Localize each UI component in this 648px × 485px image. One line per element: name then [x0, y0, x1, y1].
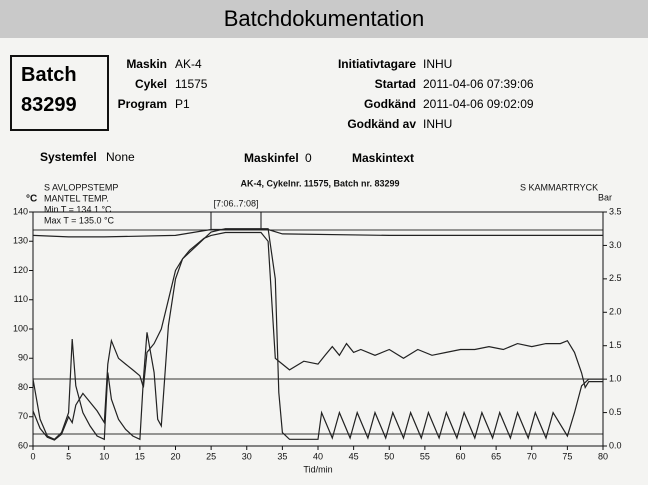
x-tick-label: 55: [420, 451, 430, 461]
field-label: Cykel: [134, 77, 167, 91]
batch-box: [10, 55, 109, 131]
status-value: None: [106, 150, 135, 164]
title-bar: [0, 0, 648, 38]
x-tick-label: 45: [349, 451, 359, 461]
y-tick-label: 120: [13, 265, 28, 275]
x-label: Tid/min: [303, 464, 332, 474]
field-label: Maskin: [126, 57, 167, 71]
status-label: Maskintext: [352, 151, 415, 165]
y2-tick-label: 3.0: [609, 240, 622, 250]
status-label: Maskinfel: [244, 151, 299, 165]
x-tick-label: 15: [135, 451, 145, 461]
batch-label: Batch: [21, 64, 77, 86]
y-tick-label: 80: [18, 382, 28, 392]
y-tick-label: 60: [18, 440, 28, 450]
field-value: AK-4: [175, 57, 202, 71]
chart-title: AK-4, Cykelnr. 11575, Batch nr. 83299: [240, 178, 399, 188]
legend-text: Max T = 135.0 °C: [44, 215, 115, 225]
plot-frame: [32, 211, 604, 447]
y-tick-label: 90: [18, 353, 28, 363]
field-value: INHU: [423, 57, 453, 71]
y2-tick-label: 2.5: [609, 273, 622, 283]
y-unit: °C: [26, 194, 37, 205]
page-title: Batchdokumentation: [223, 6, 425, 31]
y-tick-label: 110: [14, 294, 28, 304]
y2-unit: Bar: [598, 192, 612, 202]
x-tick-label: 70: [527, 451, 537, 461]
y2-tick-label: 0.0: [609, 440, 622, 450]
legend-text: Min T = 134.1 °C: [44, 204, 112, 214]
x-tick-label: 35: [277, 451, 287, 461]
annotation: [7:06..7:08]: [213, 198, 258, 208]
x-tick-label: 60: [455, 451, 465, 461]
legend-text: MANTEL TEMP.: [44, 193, 109, 203]
y-tick-label: 70: [18, 411, 28, 421]
field-value: P1: [175, 97, 190, 111]
batch-number: 83299: [21, 94, 77, 116]
field-label: Godkänd: [363, 97, 416, 111]
status-label: Systemfel: [40, 150, 97, 164]
legend-text: S AVLOPPSTEMP: [44, 182, 118, 192]
y2-tick-label: 3.5: [609, 206, 622, 216]
x-tick-label: 0: [30, 451, 35, 461]
y-tick-label: 100: [13, 323, 28, 333]
x-tick-label: 50: [384, 451, 394, 461]
x-tick-label: 30: [242, 451, 252, 461]
series-line: [32, 228, 603, 238]
x-tick-label: 80: [598, 451, 608, 461]
x-tick-label: 75: [562, 451, 572, 461]
field-value: 2011-04-06 09:02:09: [423, 97, 534, 111]
field-value: INHU: [423, 117, 453, 131]
series-line: [32, 228, 603, 441]
y2-tick-label: 1.5: [609, 340, 622, 350]
field-label: Initiativtagare: [337, 57, 416, 71]
x-tick-label: 40: [313, 451, 323, 461]
y2-tick-label: 1.0: [609, 374, 622, 384]
y-tick-label: 130: [13, 236, 28, 246]
window-box: [210, 211, 262, 231]
field-label: Godkänd av: [347, 117, 416, 131]
field-label: Startad: [374, 77, 416, 91]
y2-tick-label: 2.0: [609, 307, 622, 317]
series-line: [32, 231, 603, 441]
x-tick-label: 65: [491, 451, 501, 461]
status-value: 0: [305, 151, 312, 165]
x-tick-label: 25: [206, 451, 216, 461]
x-tick-label: 20: [170, 451, 180, 461]
y-tick-label: 140: [13, 206, 28, 216]
legend-right: S KAMMARTRYCK: [520, 182, 598, 192]
field-label: Program: [117, 97, 167, 111]
y2-tick-label: 0.5: [609, 407, 622, 417]
x-tick-label: 10: [99, 451, 109, 461]
field-value: 11575: [175, 77, 208, 91]
x-tick-label: 5: [66, 451, 71, 461]
field-value: 2011-04-06 07:39:06: [423, 77, 534, 91]
